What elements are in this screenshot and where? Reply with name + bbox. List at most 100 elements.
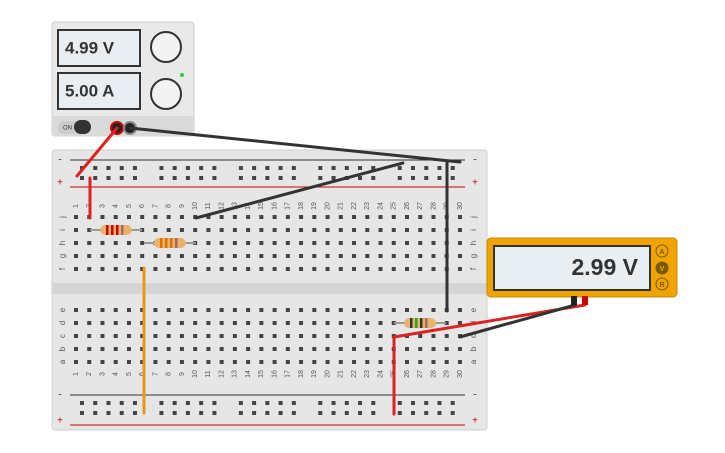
hole[interactable] [391,241,396,245]
hole[interactable] [193,228,198,232]
hole[interactable] [272,334,277,338]
hole[interactable] [93,176,98,180]
hole[interactable] [259,360,264,364]
hole[interactable] [450,411,455,415]
hole[interactable] [153,360,158,364]
hole[interactable] [259,308,264,312]
hole[interactable] [166,360,171,364]
hole[interactable] [285,321,290,325]
hole[interactable] [299,267,304,271]
hole[interactable] [291,166,296,170]
hole[interactable] [285,215,290,219]
hole[interactable] [272,215,277,219]
hole[interactable] [113,215,118,219]
hole[interactable] [431,334,436,338]
hole[interactable] [252,401,257,405]
hole[interactable] [378,360,383,364]
probe[interactable] [582,296,588,305]
probe[interactable] [571,296,577,305]
hole[interactable] [312,347,317,351]
hole[interactable] [126,360,131,364]
mode-button[interactable] [655,261,669,275]
hole[interactable] [299,347,304,351]
hole[interactable] [444,347,449,351]
hole[interactable] [87,360,92,364]
hole[interactable] [312,308,317,312]
hole[interactable] [206,267,211,271]
hole[interactable] [312,228,317,232]
hole[interactable] [325,228,330,232]
voltage-knob[interactable] [150,31,182,63]
hole[interactable] [338,254,343,258]
hole[interactable] [212,176,217,180]
hole[interactable] [272,321,277,325]
hole[interactable] [352,267,357,271]
hole[interactable] [74,321,78,325]
hole[interactable] [199,401,204,405]
hole[interactable] [185,166,190,170]
hole[interactable] [80,411,84,415]
hole[interactable] [344,166,349,170]
hole[interactable] [140,254,145,258]
hole[interactable] [93,411,98,415]
hole[interactable] [405,347,409,351]
hole[interactable] [437,176,442,180]
hole[interactable] [265,401,270,405]
hole[interactable] [285,254,290,258]
hole[interactable] [113,334,118,338]
hole[interactable] [232,215,237,219]
hole[interactable] [87,267,92,271]
hole[interactable] [338,321,343,325]
hole[interactable] [437,401,442,405]
hole[interactable] [338,334,343,338]
hole[interactable] [179,308,184,312]
hole[interactable] [365,267,370,271]
hole[interactable] [166,228,171,232]
hole[interactable] [193,360,198,364]
hole[interactable] [378,241,383,245]
hole[interactable] [179,347,184,351]
hole[interactable] [232,347,237,351]
hole[interactable] [87,241,92,245]
hole[interactable] [259,347,264,351]
hole[interactable] [238,401,243,405]
hole[interactable] [325,360,330,364]
hole[interactable] [457,228,462,232]
hole[interactable] [246,267,251,271]
hole[interactable] [93,401,98,405]
hole[interactable] [285,360,290,364]
hole[interactable] [431,241,436,245]
hole[interactable] [166,347,171,351]
hole[interactable] [93,166,98,170]
hole[interactable] [246,321,251,325]
hole[interactable] [219,360,224,364]
hole[interactable] [219,308,224,312]
hole[interactable] [424,401,429,405]
hole[interactable] [431,308,436,312]
hole[interactable] [365,308,370,312]
hole[interactable] [418,334,423,338]
hole[interactable] [285,267,290,271]
hole[interactable] [159,401,164,405]
hole[interactable] [278,176,283,180]
hole[interactable] [166,254,171,258]
hole[interactable] [238,176,243,180]
hole[interactable] [371,411,376,415]
hole[interactable] [232,360,237,364]
hole[interactable] [232,308,237,312]
hole[interactable] [391,321,396,325]
hole[interactable] [299,241,304,245]
hole[interactable] [312,267,317,271]
hole[interactable] [206,347,211,351]
hole[interactable] [140,267,145,271]
hole[interactable] [437,411,442,415]
hole[interactable] [159,411,164,415]
hole[interactable] [365,241,370,245]
hole[interactable] [100,360,105,364]
hole[interactable] [246,308,251,312]
hole[interactable] [246,241,251,245]
hole[interactable] [246,334,251,338]
hole[interactable] [74,267,78,271]
hole[interactable] [418,360,423,364]
hole[interactable] [405,267,409,271]
